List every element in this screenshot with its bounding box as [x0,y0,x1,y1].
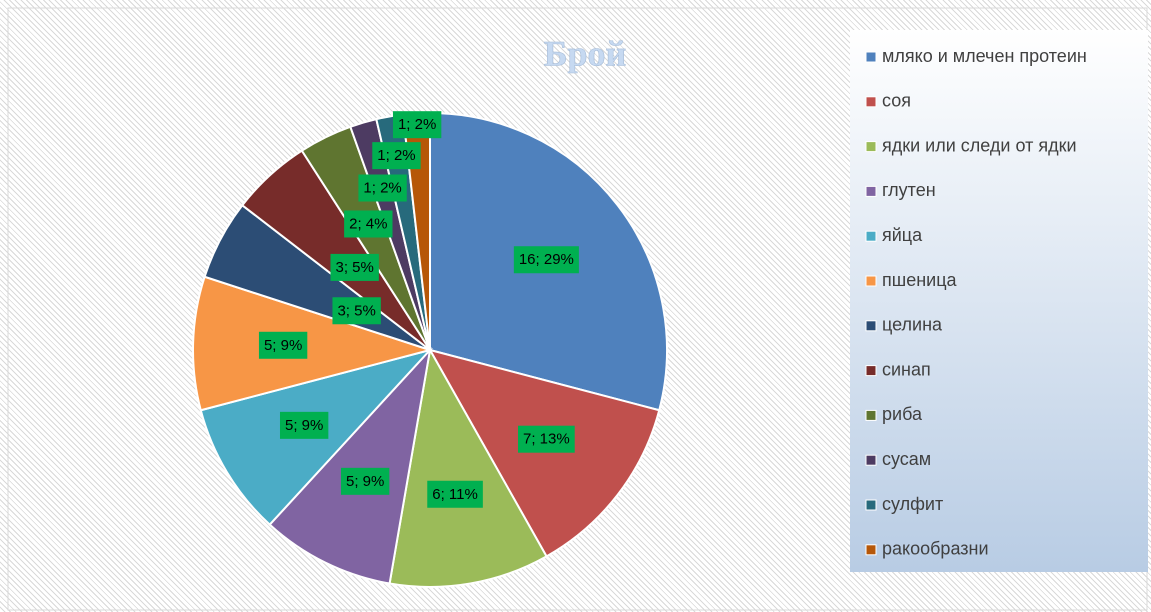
legend-swatch [865,230,877,242]
legend-swatch [865,544,877,556]
data-label-text: 1; 2% [363,180,401,197]
data-label: 1; 2% [358,174,407,202]
pie-slice [388,347,548,588]
data-label-box [340,467,390,495]
data-label-box [372,142,421,170]
legend-label: синап [882,359,931,379]
legend-swatch [865,365,877,377]
legend-label: глутен [882,180,936,200]
data-label-text: 5; 9% [264,337,302,354]
data-label-text: 3; 5% [336,259,374,276]
data-label-box [358,174,407,202]
data-label-box [332,297,381,325]
legend-box [850,30,1148,572]
data-label: 2; 4% [344,210,393,238]
data-label: 3; 5% [332,297,381,325]
legend-swatch [865,454,877,466]
legend-swatch [865,275,877,287]
data-label-text: 1; 2% [377,147,415,164]
legend-label: соя [882,91,911,111]
data-label: 5; 9% [258,331,308,359]
data-label-box [279,411,329,439]
legend-label: пшеница [882,270,958,290]
legend-swatch [865,409,877,421]
data-label: 1; 2% [392,111,442,139]
data-label-text: 3; 5% [337,302,375,319]
legend-label: риба [882,404,923,424]
data-label-box [427,480,483,508]
data-label: 1; 2% [372,142,421,170]
data-label-box [518,425,575,453]
pie-slice [427,348,661,558]
data-label-box [513,246,579,274]
data-label: 5; 9% [279,411,329,439]
chart-title: Брой [544,33,627,73]
legend-swatch [865,141,877,153]
data-label: 16; 29% [513,246,579,274]
legend-label: сулфит [882,494,943,514]
data-label: 5; 9% [340,467,390,495]
data-label-text: 16; 29% [519,251,574,268]
legend-label: ядки или следи от ядки [882,135,1077,155]
legend-swatch [865,96,877,108]
data-label-box [392,111,442,139]
data-label: 3; 5% [330,253,379,281]
legend-swatch [865,185,877,197]
data-label-box [344,210,393,238]
data-label-text: 6; 11% [432,486,478,503]
data-label-text: 2; 4% [349,215,387,232]
pie-slice [268,346,432,585]
legend-label: сусам [882,449,931,469]
data-label-box [330,253,379,281]
data-label-text: 5; 9% [285,417,323,434]
data-label-text: 1; 2% [398,116,436,133]
legend-label: целина [882,315,943,335]
legend-swatch [865,499,877,511]
data-label-box [258,331,308,359]
data-label: 6; 11% [427,480,483,508]
data-label: 7; 13% [518,425,575,453]
pie-slice [192,275,434,412]
legend-swatch [865,51,877,63]
legend-label: ракообразни [882,539,989,559]
legend-label: яйца [882,225,923,245]
data-label-text: 7; 13% [523,431,570,448]
data-label-text: 5; 9% [346,473,384,490]
legend-swatch [865,320,877,332]
legend-label: мляко и млечен протеин [882,46,1087,66]
